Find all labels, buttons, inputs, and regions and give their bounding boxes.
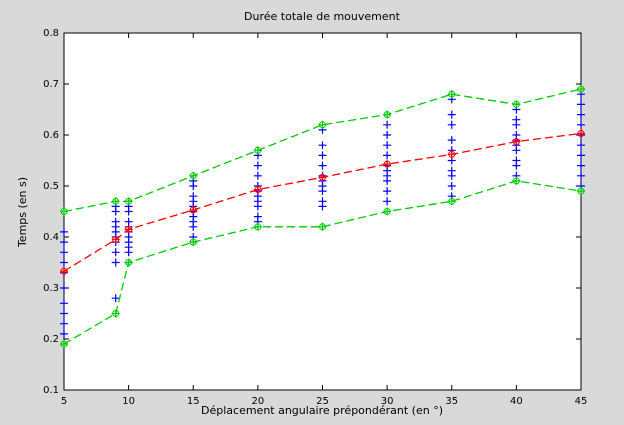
dashed-line xyxy=(63,180,582,345)
y-tick-label: 0.6 xyxy=(43,130,59,141)
plus-marker xyxy=(60,227,68,236)
plus-marker xyxy=(577,161,585,170)
plus-marker xyxy=(318,173,327,182)
x-tick-label: 20 xyxy=(252,396,265,407)
y-tick-label: 0.3 xyxy=(43,283,59,294)
plus-marker xyxy=(60,329,68,338)
y-axis-label: Temps (en s) xyxy=(16,177,29,248)
plus-marker xyxy=(383,197,392,206)
plus-marker xyxy=(447,182,456,190)
x-tick-label: 5 xyxy=(61,396,67,407)
plus-marker xyxy=(124,197,133,206)
x-tick-label: 45 xyxy=(575,396,588,407)
plus-marker xyxy=(447,136,456,145)
x-tick-label: 40 xyxy=(510,396,523,407)
plus-marker xyxy=(447,110,456,119)
plus-marker xyxy=(383,160,392,169)
plus-marker xyxy=(60,319,68,328)
plus-marker xyxy=(383,187,392,196)
plus-marker xyxy=(111,217,120,226)
plus-marker xyxy=(60,309,68,318)
plus-marker xyxy=(124,225,133,234)
plus-marker xyxy=(577,171,585,180)
plus-marker xyxy=(60,299,68,308)
x-axis-label: Déplacement angulaire prépondérant (en °… xyxy=(201,404,443,417)
plus-marker xyxy=(60,340,68,349)
plus-marker xyxy=(447,150,456,159)
plus-marker xyxy=(111,309,120,318)
plus-marker xyxy=(577,187,585,196)
plus-marker xyxy=(577,120,585,129)
x-tick-label: 30 xyxy=(381,396,394,407)
dashed-line xyxy=(63,88,582,213)
plus-marker xyxy=(60,267,68,276)
plus-marker xyxy=(189,171,198,180)
plus-marker xyxy=(577,85,585,94)
plus-marker xyxy=(512,176,521,185)
plus-marker xyxy=(447,197,456,206)
plus-marker xyxy=(189,238,198,247)
plus-marker xyxy=(318,222,327,231)
plus-marker xyxy=(111,235,120,244)
plus-marker xyxy=(124,217,133,226)
plus-marker xyxy=(383,131,392,139)
plus-marker xyxy=(111,258,120,267)
plus-marker xyxy=(253,146,262,155)
x-tick-label: 35 xyxy=(445,396,458,407)
plus-marker xyxy=(577,151,585,160)
plus-marker xyxy=(60,284,68,292)
plus-marker xyxy=(253,185,262,194)
plus-marker xyxy=(512,137,521,146)
plus-marker xyxy=(318,161,327,170)
plus-marker xyxy=(124,258,133,267)
plus-marker xyxy=(577,110,585,119)
plus-marker xyxy=(111,248,120,257)
plus-marker xyxy=(189,205,198,214)
plus-marker xyxy=(512,156,521,165)
y-tick-label: 0.5 xyxy=(43,181,59,192)
plus-marker xyxy=(447,120,456,129)
plus-marker xyxy=(318,151,327,160)
plus-marker xyxy=(253,171,262,180)
plus-marker xyxy=(60,238,68,247)
plus-marker xyxy=(60,258,68,267)
plus-marker xyxy=(577,100,585,109)
plot-area xyxy=(64,33,581,390)
y-tick-label: 0.4 xyxy=(43,232,59,243)
plus-marker xyxy=(253,222,262,231)
y-tick-label: 0.7 xyxy=(43,79,59,90)
plus-marker xyxy=(512,115,521,124)
y-tick-label: 0.8 xyxy=(43,28,59,39)
plus-marker xyxy=(383,207,392,216)
x-tick-label: 25 xyxy=(316,396,329,407)
dashed-line xyxy=(63,132,582,272)
plus-marker xyxy=(111,294,120,303)
plus-marker xyxy=(253,212,262,221)
y-tick-label: 0.1 xyxy=(43,385,59,396)
plus-marker xyxy=(111,197,120,206)
plus-marker xyxy=(253,161,262,170)
plus-marker xyxy=(383,120,392,129)
y-tick-label: 0.2 xyxy=(43,334,59,345)
x-tick-label: 15 xyxy=(187,396,200,407)
plus-marker xyxy=(447,166,456,175)
plus-marker xyxy=(383,151,392,160)
plus-marker xyxy=(318,120,327,129)
plus-marker xyxy=(447,90,456,99)
plus-marker xyxy=(577,129,585,138)
plus-marker xyxy=(318,197,327,206)
plus-marker xyxy=(318,141,327,150)
plus-marker xyxy=(383,110,392,119)
x-tick-label: 10 xyxy=(122,396,135,407)
plus-marker xyxy=(60,207,68,216)
plus-marker xyxy=(577,141,585,150)
plus-marker xyxy=(512,100,521,109)
plus-marker xyxy=(60,248,68,257)
plus-marker xyxy=(383,141,392,150)
plus-marker xyxy=(189,192,198,201)
chart-title: Durée totale de mouvement xyxy=(244,10,401,23)
